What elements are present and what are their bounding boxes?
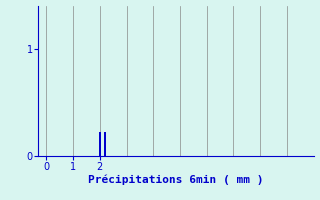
X-axis label: Précipitations 6min ( mm ): Précipitations 6min ( mm ): [88, 174, 264, 185]
Bar: [99, 132, 101, 156]
Bar: [104, 132, 106, 156]
